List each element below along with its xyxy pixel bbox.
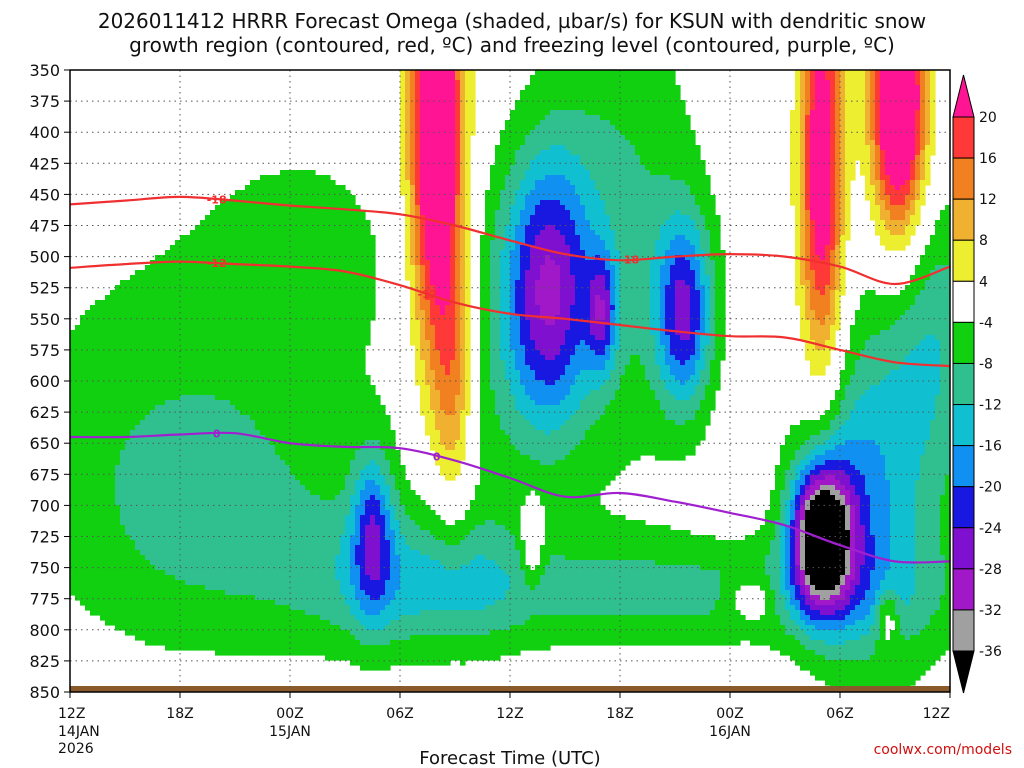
y-axis: 350 375 400 425 450 475 500 525 550 575 600 625 650 6… <box>29 61 70 702</box>
colorbar-bin-5 <box>952 280 975 323</box>
y-tick-label-350: 350 <box>29 61 60 80</box>
colorbar-bin-3 <box>952 198 975 241</box>
x-date-label-2: 15JAN <box>269 724 311 740</box>
colorbar: 20 16 12 8 4 -4 -8 -12 -16 -20 -24 -28 -32 -36 <box>952 74 1002 694</box>
colorbar-bin-4 <box>952 239 975 282</box>
contour-label-2-0: 0 <box>213 428 221 441</box>
x-axis-title: Forecast Time (UTC) <box>419 748 600 768</box>
contour-label-2-1: 0 <box>433 450 441 463</box>
contour-line-0 <box>70 195 950 286</box>
y-tick-label-850: 850 <box>29 683 60 702</box>
colorbar-label-2: 12 <box>979 192 997 208</box>
omega-shading <box>70 70 950 692</box>
colorbar-bin-9 <box>952 445 975 488</box>
plot-area <box>70 70 950 692</box>
colorbar-label-0: 20 <box>979 110 997 126</box>
y-tick-label-825: 825 <box>29 652 60 671</box>
y-tick-label-575: 575 <box>29 341 60 360</box>
colorbar-bin-2 <box>952 157 975 200</box>
x-tick-label-4: 12Z <box>496 706 523 722</box>
colorbar-bin-13 <box>952 609 975 652</box>
x-tick-label-1: 18Z <box>166 706 193 722</box>
colorbar-bottom-arrow <box>952 650 975 694</box>
colorbar-label-7: -12 <box>979 398 1002 414</box>
y-tick-label-375: 375 <box>29 92 60 111</box>
y-tick-label-700: 700 <box>29 496 60 515</box>
colorbar-label-4: 4 <box>979 274 988 290</box>
contour-line-1 <box>70 260 950 368</box>
x-year-label-0: 2026 <box>58 741 94 757</box>
y-tick-label-600: 600 <box>29 372 60 391</box>
x-tick-label-6: 00Z <box>716 706 743 722</box>
x-tick-label-5: 18Z <box>606 706 633 722</box>
y-tick-label-400: 400 <box>29 123 60 142</box>
colorbar-label-9: -20 <box>979 480 1002 496</box>
chart-title-line-1: 2026011412 HRRR Forecast Omega (shaded, … <box>98 9 926 33</box>
colorbar-label-10: -24 <box>979 521 1002 537</box>
y-tick-label-425: 425 <box>29 154 60 173</box>
colorbar-label-3: 8 <box>979 233 988 249</box>
y-tick-label-550: 550 <box>29 310 60 329</box>
colorbar-label-12: -32 <box>979 603 1002 619</box>
temperature-contours: -18 -18 -12 -12 0 0 <box>70 193 950 564</box>
y-tick-label-750: 750 <box>29 559 60 578</box>
y-tick-label-725: 725 <box>29 528 60 547</box>
x-tick-label-8: 12Z <box>923 706 950 722</box>
colorbar-bin-7 <box>952 362 975 406</box>
ground-strip <box>70 686 950 692</box>
y-tick-label-675: 675 <box>29 465 60 484</box>
contour-label-0-1: -18 <box>619 254 639 267</box>
colorbar-bin-10 <box>952 486 975 529</box>
contour-label-0-0: -18 <box>207 193 227 206</box>
contour-label-1-0: -12 <box>207 257 227 270</box>
colorbar-label-13: -36 <box>979 644 1002 660</box>
colorbar-label-8: -16 <box>979 439 1002 455</box>
contour-label-1-1: -12 <box>418 288 438 301</box>
chart-title-line-2: growth region (contoured, red, ºC) and f… <box>129 33 895 57</box>
colorbar-top-arrow <box>952 74 975 118</box>
colorbar-label-5: -4 <box>979 315 993 331</box>
colorbar-label-11: -28 <box>979 562 1002 578</box>
colorbar-bin-6 <box>952 321 975 364</box>
y-tick-label-800: 800 <box>29 621 60 640</box>
y-tick-label-475: 475 <box>29 217 60 236</box>
y-tick-label-625: 625 <box>29 403 60 422</box>
x-tick-label-2: 00Z <box>276 706 303 722</box>
x-date-label-6: 16JAN <box>709 724 751 740</box>
x-date-label-0: 14JAN <box>58 724 100 740</box>
colorbar-label-1: 16 <box>979 151 997 167</box>
x-tick-label-0: 12Z <box>58 706 85 722</box>
colorbar-label-6: -8 <box>979 356 993 372</box>
credit-text: coolwx.com/models <box>874 742 1012 758</box>
x-tick-label-7: 06Z <box>826 706 853 722</box>
y-tick-label-450: 450 <box>29 185 60 204</box>
colorbar-bin-8 <box>952 404 975 447</box>
contour-line-2 <box>70 431 950 564</box>
colorbar-bin-11 <box>952 527 975 570</box>
y-tick-label-650: 650 <box>29 434 60 453</box>
y-tick-label-525: 525 <box>29 279 60 298</box>
colorbar-bin-1 <box>952 116 975 159</box>
y-tick-label-775: 775 <box>29 590 60 609</box>
y-tick-label-500: 500 <box>29 248 60 267</box>
grid-lines <box>69 69 951 693</box>
colorbar-bin-12 <box>952 568 975 611</box>
x-tick-label-3: 06Z <box>386 706 413 722</box>
